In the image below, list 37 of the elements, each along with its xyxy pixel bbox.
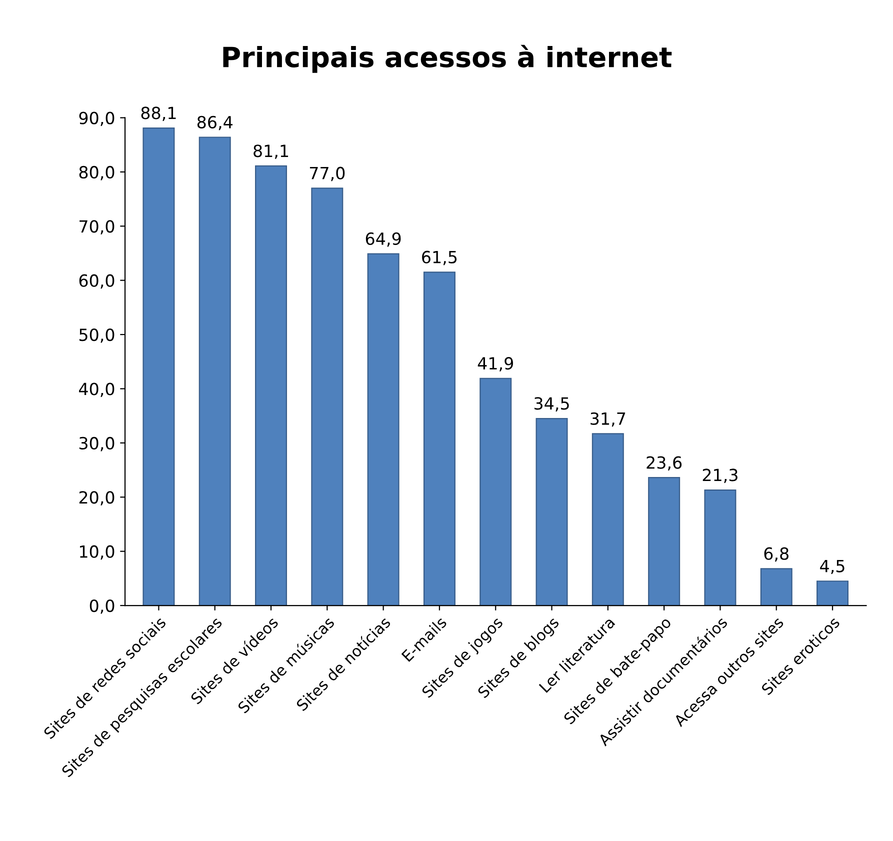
y-tick-label: 30,0: [79, 436, 114, 452]
y-tick-label: 40,0: [79, 382, 114, 397]
y-tick-label: 80,0: [79, 166, 114, 180]
data-label: 81,1: [254, 144, 288, 159]
y-tick-label: 50,0: [79, 328, 114, 343]
bar: [311, 188, 344, 606]
bar: [255, 165, 288, 606]
y-tick-label: 10,0: [80, 545, 114, 560]
bar: [760, 568, 792, 606]
data-label: 21,3: [702, 468, 738, 483]
data-label: 41,9: [478, 357, 513, 372]
data-label: 88,1: [141, 106, 176, 121]
chart-title: Principais acessos à internet: [223, 44, 672, 73]
data-label: 34,5: [534, 397, 569, 412]
bar: [367, 253, 400, 606]
data-label: 31,7: [590, 412, 626, 427]
bar: [198, 136, 231, 606]
bar: [142, 127, 175, 606]
data-label: 64,9: [366, 232, 401, 247]
bar: [423, 272, 456, 606]
bar: [816, 580, 849, 606]
y-tick-label: 20,0: [79, 491, 114, 506]
y-tick-label: 70,0: [80, 220, 114, 234]
data-label: 4,5: [820, 560, 844, 574]
data-label: 23,6: [646, 456, 682, 471]
y-tick-label: 0,0: [90, 599, 114, 614]
y-tick-label: 90,0: [79, 112, 114, 126]
bar: [480, 378, 512, 606]
data-label: 6,8: [764, 547, 788, 562]
data-label: 86,4: [197, 116, 232, 130]
y-tick-label: 60,0: [79, 274, 114, 289]
bar: [592, 433, 624, 606]
data-label: 77,0: [310, 166, 345, 182]
bar: [648, 477, 680, 606]
bar: [536, 418, 568, 606]
bar: [704, 490, 736, 606]
data-label: 61,5: [422, 250, 457, 266]
